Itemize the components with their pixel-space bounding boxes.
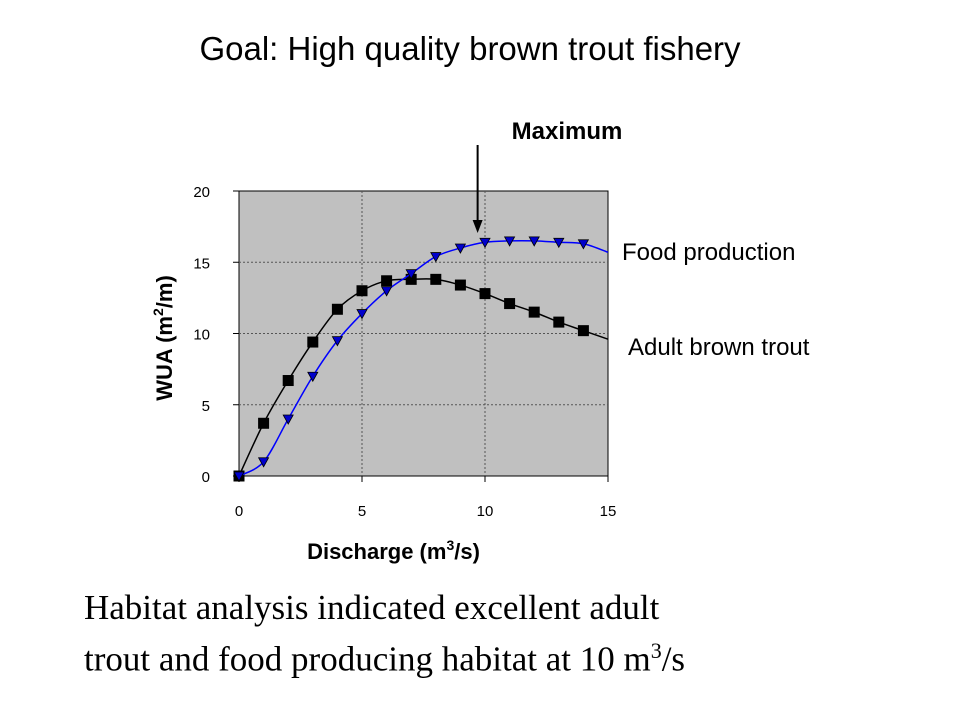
food-production-point-10 xyxy=(479,237,491,249)
y-tick-label-4: 20 xyxy=(193,184,210,201)
maximum-arrow-head xyxy=(472,220,483,233)
food-production-label: Food production xyxy=(622,239,795,266)
food-production-point-4 xyxy=(331,336,344,347)
y-tick-label-1: 5 xyxy=(202,398,210,415)
food-production-point-11 xyxy=(503,236,516,247)
food-production-point-9 xyxy=(454,243,467,254)
series-layer xyxy=(233,236,609,482)
food-production-point-14 xyxy=(577,239,590,250)
gridlines xyxy=(239,191,608,476)
caption-superscript: 3 xyxy=(650,638,662,663)
adult-brown-trout-point-14 xyxy=(577,325,589,337)
food-production-point-8 xyxy=(430,252,442,263)
maximum-annotation: Maximum xyxy=(512,118,623,145)
x-tick-label-0: 0 xyxy=(235,503,243,520)
caption-line-2-end: /s xyxy=(661,639,686,679)
food-production-point-1 xyxy=(257,457,270,468)
adult-brown-trout-point-4 xyxy=(331,303,343,315)
food-production-point-7 xyxy=(405,269,417,280)
adult-brown-trout-point-12 xyxy=(528,306,540,318)
labels: Discharge (m3/s) WUA (m2/m) Adult brown tr… xyxy=(150,118,810,564)
adult-brown-trout-point-2 xyxy=(282,375,294,387)
caption-line-2-text: trout and food producing habitat at 10 m xyxy=(84,639,651,679)
food-production-point-3 xyxy=(307,371,319,383)
food-production-line xyxy=(238,239,609,477)
y-tick-label-2: 10 xyxy=(193,327,210,344)
food-production-point-0 xyxy=(233,471,245,482)
adult-brown-trout-point-8 xyxy=(430,273,442,285)
adult-brown-trout-point-10 xyxy=(479,288,491,300)
adult-brown-trout-point-3 xyxy=(307,336,319,348)
adult-brown-trout-point-5 xyxy=(356,285,368,297)
adult-brown-trout-line xyxy=(238,278,609,477)
caption-line-2: trout and food producing habitat at 10 m… xyxy=(84,638,685,680)
y-tick-label-0: 0 xyxy=(202,469,210,486)
y-axis-label: WUA (m2/m) xyxy=(150,275,177,401)
food-production-point-13 xyxy=(553,237,565,249)
food-production-point-6 xyxy=(380,286,393,297)
adult-brown-trout-point-11 xyxy=(504,298,516,310)
slide-title: Goal: High quality brown trout fishery xyxy=(199,30,741,67)
x-tick-label-2: 10 xyxy=(477,503,494,520)
x-tick-label-1: 5 xyxy=(358,503,366,520)
adult-brown-trout-point-6 xyxy=(381,275,393,287)
y-tick-label-3: 15 xyxy=(193,255,210,272)
x-tick-label-3: 15 xyxy=(600,503,617,520)
food-production-point-5 xyxy=(356,309,368,320)
food-production-point-2 xyxy=(282,414,294,425)
food-production-point-12 xyxy=(528,236,540,247)
axes: 0 5 10 15 20 0 5 10 15 xyxy=(193,184,616,520)
adult-brown-trout-point-1 xyxy=(258,417,270,429)
adult-brown-trout-point-13 xyxy=(553,316,565,328)
adult-brown-trout-point-9 xyxy=(454,279,466,291)
caption-line-1: Habitat analysis indicated excellent adu… xyxy=(84,588,660,627)
x-axis-label: Discharge (m3/s) xyxy=(307,537,480,564)
adult-brown-trout-label: Adult brown trout xyxy=(628,334,810,361)
